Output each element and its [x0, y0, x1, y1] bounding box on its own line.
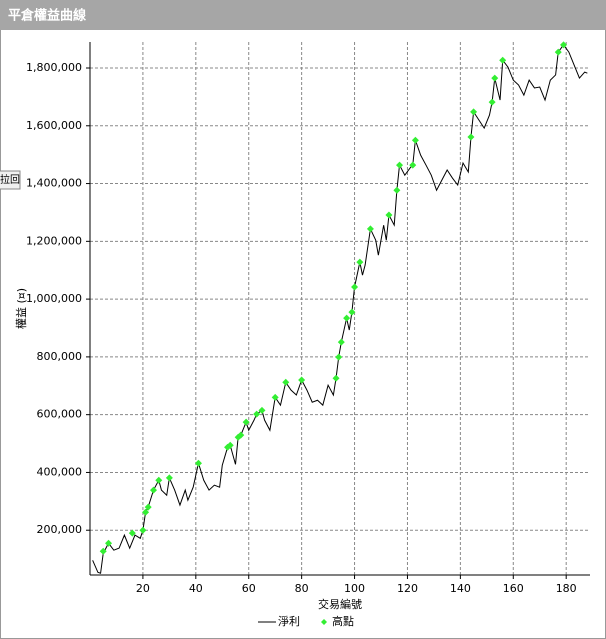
high-marker [194, 459, 202, 467]
high-marker [335, 353, 343, 361]
x-tick-label: 180 [556, 582, 577, 595]
y-tick-label: 400,000 [37, 465, 83, 478]
high-marker [258, 406, 266, 414]
high-marker [144, 503, 152, 511]
high-marker [226, 441, 234, 449]
x-tick-label: 140 [450, 582, 471, 595]
high-marker [560, 41, 568, 49]
high-marker [393, 186, 401, 194]
y-tick-label: 1,600,000 [26, 119, 82, 132]
x-tick-label: 40 [189, 582, 203, 595]
high-marker [499, 56, 507, 64]
y-tick-label: 200,000 [37, 523, 83, 536]
high-marker [242, 418, 250, 426]
high-marker [155, 476, 163, 484]
x-tick-label: 20 [136, 582, 150, 595]
header-title: 平倉權益曲線 [8, 8, 87, 24]
high-marker [149, 486, 157, 494]
high-marker [385, 211, 393, 219]
high-marker [142, 508, 150, 516]
high-marker [409, 161, 417, 169]
x-tick-label: 160 [503, 582, 524, 595]
high-marker [411, 136, 419, 144]
y-tick-label: 800,000 [37, 350, 83, 363]
high-marker [105, 539, 113, 547]
y-tick-label: 1,800,000 [26, 61, 82, 74]
x-tick-label: 120 [397, 582, 418, 595]
y-tick-label: 1,200,000 [26, 234, 82, 247]
high-marker [470, 108, 478, 116]
y-tick-label: 1,400,000 [26, 177, 82, 190]
high-marker [337, 338, 345, 346]
pullback-button-label[interactable]: 拉回 [0, 173, 20, 186]
high-marker [237, 431, 245, 439]
high-marker [139, 526, 147, 534]
high-marker [165, 474, 173, 482]
x-tick-label: 100 [344, 582, 365, 595]
high-marker [332, 374, 340, 382]
x-axis-label: 交易編號 [318, 597, 362, 611]
high-marker [554, 48, 562, 56]
legend-symbol [321, 619, 327, 625]
high-marker [467, 133, 475, 141]
high-marker [366, 225, 374, 233]
y-tick-label: 1,000,000 [26, 292, 82, 305]
high-marker [282, 378, 290, 386]
high-marker [253, 410, 261, 418]
high-marker [128, 529, 136, 537]
x-tick-label: 80 [295, 582, 309, 595]
x-tick-label: 60 [242, 582, 256, 595]
legend-label: 高點 [332, 614, 354, 628]
high-marker [298, 376, 306, 384]
high-marker [271, 393, 279, 401]
header-bar [0, 0, 606, 30]
y-axis-label: 權益 (¤) [14, 288, 28, 329]
high-marker [356, 258, 364, 266]
high-marker [348, 308, 356, 316]
high-marker [351, 283, 359, 291]
high-marker [343, 314, 351, 322]
high-marker [491, 74, 499, 82]
high-marker [488, 98, 496, 106]
y-tick-label: 600,000 [37, 408, 83, 421]
pullback-button[interactable] [0, 170, 21, 190]
legend-label: 淨利 [278, 615, 300, 628]
high-marker [396, 161, 404, 169]
high-marker [99, 547, 107, 555]
